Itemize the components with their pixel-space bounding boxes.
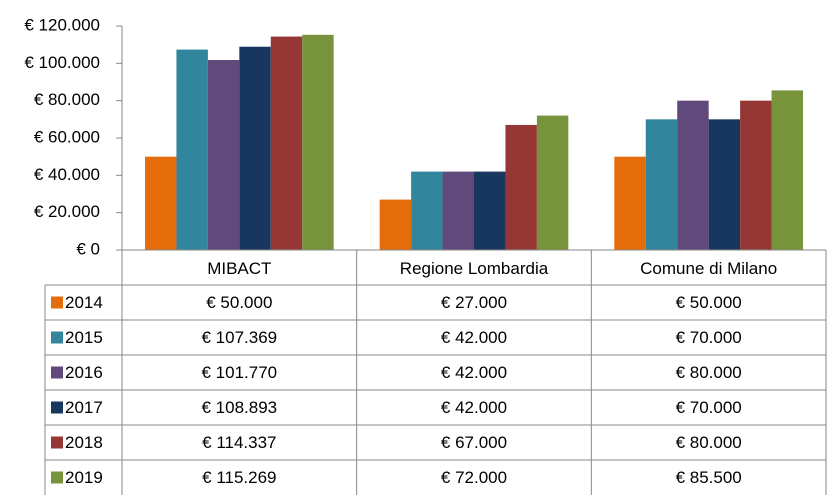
bar [207,60,240,251]
table-value: € 108.893 [202,398,278,417]
legend-label: 2014 [65,293,103,312]
category-label: Comune di Milano [640,259,777,278]
category-label: Regione Lombardia [400,259,549,278]
bar [144,156,177,250]
bar [442,171,474,250]
table-value: € 42.000 [441,398,507,417]
y-tick-label: € 60.000 [34,127,100,146]
bar [176,49,208,250]
table-value: € 107.369 [202,328,278,347]
y-tick-label: € 80.000 [34,90,100,109]
table-value: € 50.000 [206,293,272,312]
bar [270,36,303,250]
table-value: € 115.269 [202,468,276,487]
bar [474,171,506,250]
y-tick-label: € 100.000 [24,53,100,72]
legend-key [51,331,63,344]
legend-label: 2016 [65,363,103,382]
table-value: € 85.500 [676,468,742,487]
table-value: € 80.000 [676,433,742,452]
bar [708,119,741,250]
table-value: € 50.000 [676,293,742,312]
legend-label: 2018 [65,433,103,452]
legend-key [51,401,63,414]
table-value: € 70.000 [676,328,742,347]
table-value: € 72.000 [441,468,507,487]
table-value: € 101.770 [202,363,278,382]
bar [505,124,537,250]
bar [740,100,772,251]
table-value: € 67.000 [441,433,507,452]
y-tick-label: € 20.000 [34,202,100,221]
y-tick-label: € 40.000 [34,165,100,184]
y-tick-label: € 0 [76,239,100,258]
table-value: € 114.337 [202,433,276,452]
bar [677,100,709,251]
legend-label: 2019 [65,468,103,487]
legend-key [51,296,63,309]
legend-label: 2017 [65,398,103,417]
bar [645,119,678,250]
bar [411,171,443,250]
bar [239,46,271,251]
legend-key [51,471,63,484]
bar [771,90,804,251]
bar [379,199,412,250]
legend-label: 2015 [65,328,103,347]
legend-key [51,436,63,449]
table-value: € 42.000 [441,363,507,382]
y-tick-label: € 120.000 [24,15,100,34]
table-value: € 70.000 [676,398,742,417]
legend-key [51,366,63,379]
table-value: € 27.000 [441,293,507,312]
table-value: € 42.000 [441,328,507,347]
table-value: € 80.000 [676,363,742,382]
bar [536,115,569,250]
bar [302,34,334,250]
category-label: MIBACT [207,259,271,278]
bar [614,156,646,250]
